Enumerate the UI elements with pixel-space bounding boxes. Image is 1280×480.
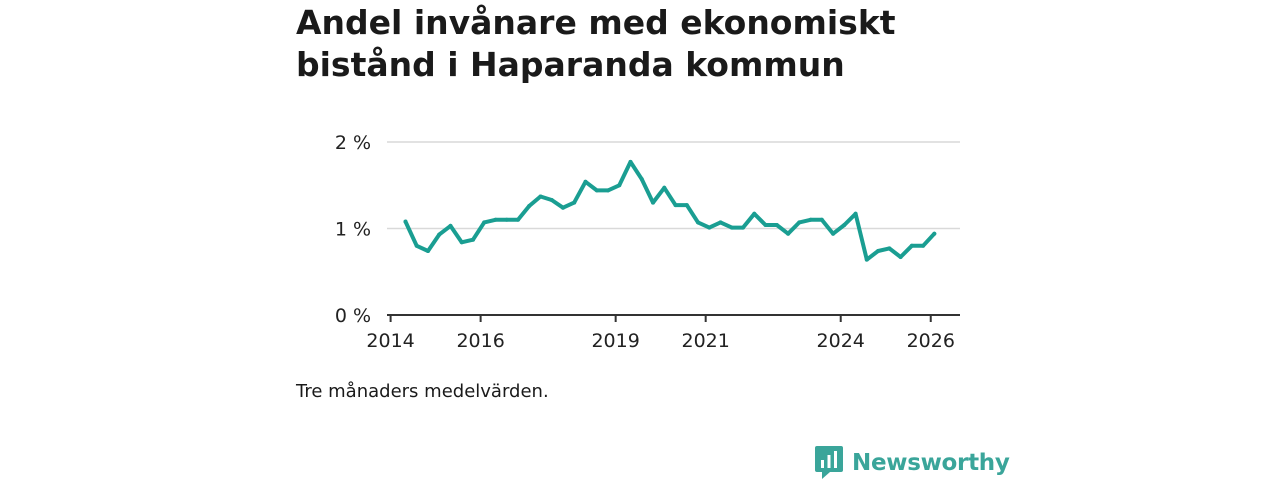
data-point — [718, 220, 723, 225]
data-point — [898, 255, 903, 259]
data-point — [448, 223, 453, 228]
gridlines — [387, 141, 960, 230]
data-point — [639, 177, 644, 182]
data-point — [909, 243, 914, 248]
data-point — [583, 179, 588, 184]
data-point — [403, 219, 408, 224]
data-point — [932, 231, 937, 236]
y-axis-labels: 0 % 1 % 2 % — [335, 132, 371, 327]
chart-footnote: Tre månaders medelvärden. — [296, 381, 549, 402]
y-tick-label: 0 % — [335, 305, 371, 327]
data-point — [572, 200, 577, 205]
data-point — [471, 237, 475, 242]
data-point — [617, 183, 622, 188]
data-point — [853, 211, 858, 216]
data-point — [651, 200, 655, 205]
x-tick-label: 2014 — [366, 330, 414, 352]
data-point — [538, 194, 543, 199]
data-point — [628, 159, 633, 164]
data-point — [696, 220, 700, 225]
data-point — [921, 243, 926, 248]
x-tick-label: 2021 — [682, 330, 730, 352]
data-point — [684, 203, 689, 208]
data-point — [864, 257, 869, 262]
data-point — [437, 232, 442, 237]
data-point — [482, 220, 487, 225]
brand-logo: Newsworthy — [815, 446, 1010, 480]
y-tick-label: 2 % — [335, 132, 371, 154]
data-point — [808, 217, 813, 222]
data-point — [729, 225, 734, 230]
data-point — [426, 249, 430, 253]
x-axis-ticks: 2014 2016 2019 2021 2024 2026 — [366, 315, 955, 352]
data-point — [527, 204, 532, 208]
data-point — [887, 246, 892, 251]
data-point — [561, 205, 565, 210]
data-point — [786, 231, 791, 236]
data-point — [673, 203, 678, 208]
data-point — [662, 185, 667, 190]
x-tick-label: 2026 — [907, 330, 955, 352]
x-tick-label: 2016 — [456, 330, 504, 352]
data-point — [819, 217, 824, 222]
data-point — [459, 240, 464, 245]
data-point — [752, 211, 757, 216]
x-tick-label: 2019 — [591, 330, 639, 352]
data-point — [741, 225, 745, 230]
data-point — [414, 243, 419, 248]
data-point — [842, 223, 847, 227]
data-point — [831, 231, 836, 236]
data-point — [594, 188, 599, 193]
data-point — [504, 217, 509, 222]
x-tick-label: 2024 — [817, 330, 865, 352]
brand-name: Newsworthy — [852, 450, 1010, 476]
series-layer — [403, 159, 937, 262]
series-line — [403, 159, 937, 262]
chart-title: Andel invånare med ekonomiskt bistånd i … — [296, 3, 896, 84]
data-point — [707, 225, 712, 230]
data-point — [549, 198, 554, 202]
newsworthy-logo-icon — [815, 446, 843, 479]
y-tick-label: 1 % — [335, 219, 371, 241]
data-point — [876, 249, 881, 253]
data-point — [606, 188, 610, 193]
data-point — [774, 223, 779, 227]
data-point — [516, 217, 520, 222]
data-point — [763, 223, 768, 227]
data-point — [797, 220, 802, 225]
data-point — [493, 217, 498, 222]
